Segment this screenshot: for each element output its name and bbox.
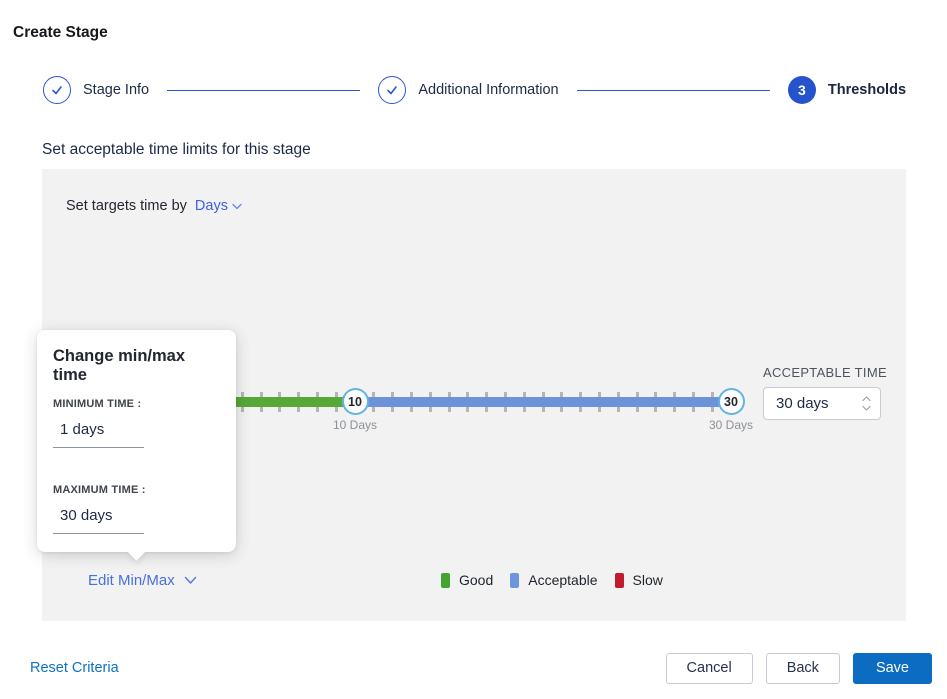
- slider-max-day-label: 30 Days: [708, 418, 754, 432]
- minimum-time-label: MINIMUM TIME :: [53, 398, 142, 410]
- legend-item-acceptable: Acceptable: [510, 572, 598, 588]
- legend: Good Acceptable Slow: [441, 572, 663, 588]
- minimum-time-input[interactable]: 1 days: [53, 419, 144, 448]
- spinner-down-icon[interactable]: [862, 405, 871, 411]
- legend-swatch-good: [441, 572, 450, 588]
- stepper-connector: [576, 89, 770, 91]
- legend-label-acceptable: Acceptable: [528, 572, 598, 588]
- footer: Reset Criteria Cancel Back Save: [30, 652, 932, 684]
- step-stage-info[interactable]: Stage Info: [43, 76, 149, 104]
- page-title: Create Stage: [13, 24, 108, 41]
- acceptable-time-value: 30 days: [776, 395, 829, 412]
- step-additional-information[interactable]: Additional Information: [378, 76, 559, 104]
- edit-minmax-link[interactable]: Edit Min/Max: [88, 572, 197, 589]
- cancel-button[interactable]: Cancel: [665, 652, 753, 684]
- slider-handle-min[interactable]: 10: [341, 388, 369, 415]
- slider-min-day-label: 10 Days: [332, 418, 378, 432]
- stepper-connector: [167, 89, 361, 91]
- legend-swatch-acceptable: [510, 572, 520, 588]
- time-slider: 10 30 10 Days 30 Days: [42, 169, 906, 621]
- acceptable-time-input[interactable]: 30 days: [763, 387, 881, 420]
- time-unit-dropdown[interactable]: Days: [195, 198, 242, 214]
- legend-label-good: Good: [459, 572, 494, 588]
- maximum-time-label: MAXIMUM TIME :: [53, 484, 146, 496]
- minmax-popup: Change min/max time MINIMUM TIME : 1 day…: [37, 330, 236, 561]
- section-heading: Set acceptable time limits for this stag…: [42, 141, 311, 158]
- step-label-additional-information: Additional Information: [418, 82, 559, 98]
- save-button[interactable]: Save: [852, 652, 932, 684]
- legend-item-slow: Slow: [614, 572, 663, 588]
- step-thresholds[interactable]: 3 Thresholds: [787, 76, 907, 104]
- stepper: Stage Info Additional Information 3 Thre…: [43, 76, 906, 104]
- reset-criteria-link[interactable]: Reset Criteria: [30, 660, 119, 676]
- set-targets-line: Set targets time by Days: [66, 198, 242, 214]
- time-unit-value: Days: [194, 198, 228, 214]
- acceptable-time-label: ACCEPTABLE TIME: [763, 365, 887, 380]
- legend-label-slow: Slow: [632, 572, 663, 588]
- popup-title: Change min/max time: [53, 347, 186, 384]
- slider-track-acceptable[interactable]: [355, 397, 731, 407]
- slider-handle-max[interactable]: 30: [717, 388, 745, 415]
- chevron-down-icon: [232, 203, 242, 209]
- maximum-time-input[interactable]: 30 days: [53, 505, 144, 534]
- step-label-stage-info: Stage Info: [83, 82, 150, 98]
- spinner-up-icon[interactable]: [862, 396, 871, 402]
- step-label-thresholds: Thresholds: [827, 82, 907, 98]
- check-icon: [43, 76, 71, 104]
- set-targets-label: Set targets time by: [66, 198, 187, 214]
- check-icon: [378, 76, 407, 104]
- edit-minmax-label: Edit Min/Max: [88, 572, 175, 589]
- acceptable-time-spinner: [862, 396, 880, 411]
- chevron-down-icon: [184, 576, 196, 584]
- step-number-badge: 3: [787, 76, 816, 104]
- legend-swatch-slow: [614, 572, 624, 588]
- legend-item-good: Good: [441, 572, 493, 588]
- back-button[interactable]: Back: [765, 652, 840, 684]
- slider-track-good[interactable]: [167, 397, 355, 407]
